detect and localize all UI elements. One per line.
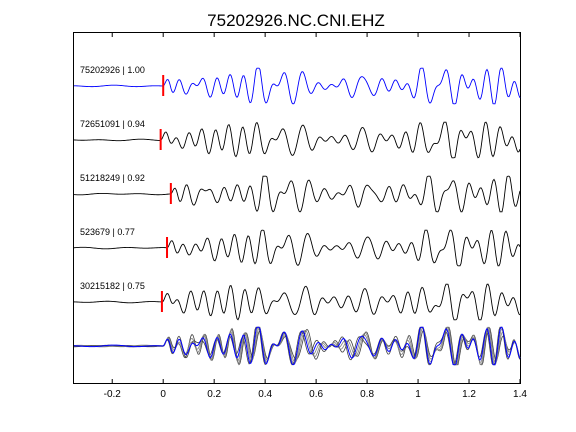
x-tick-label: 0.4: [258, 389, 272, 400]
chart-title: 75202926.NC.CNI.EHZ: [207, 11, 385, 30]
trace-label-72651091: 72651091 | 0.94: [80, 119, 145, 129]
x-tick-label: 1: [415, 389, 421, 400]
stack-trace-75202926: [73, 326, 521, 366]
x-tick-label: -0.2: [104, 389, 122, 400]
trace-523679: [73, 229, 521, 267]
x-tick-label: 1.2: [462, 389, 476, 400]
trace-label-75202926: 75202926 | 1.00: [80, 65, 145, 75]
stack-trace-51218249: [73, 326, 521, 366]
x-tick-label: 0.8: [360, 389, 374, 400]
stack-layer: [73, 326, 521, 366]
trace-75202926: [73, 67, 521, 105]
picks-layer: [159, 75, 172, 312]
trace-label-30215182: 30215182 | 0.75: [80, 281, 145, 291]
x-tick-label: 0.6: [309, 389, 323, 400]
x-tick-label: 0.2: [207, 389, 221, 400]
plot-frame: [73, 32, 521, 384]
trace-30215182: [73, 283, 521, 321]
trace-label-51218249: 51218249 | 0.92: [80, 173, 145, 183]
trace-51218249: [73, 175, 521, 213]
labels-layer: 75202926 | 1.00 72651091 | 0.94 51218249 |…: [80, 65, 145, 291]
x-axis: -0.2 0 0.2 0.4 0.6 0.8 1 1.2 1.4: [104, 33, 527, 400]
trace-label-523679: 523679 | 0.77: [80, 227, 135, 237]
traces-layer: [73, 67, 521, 321]
trace-72651091: [73, 121, 521, 159]
x-tick-label: 1.4: [513, 389, 527, 400]
x-tick-label: 0: [160, 389, 166, 400]
